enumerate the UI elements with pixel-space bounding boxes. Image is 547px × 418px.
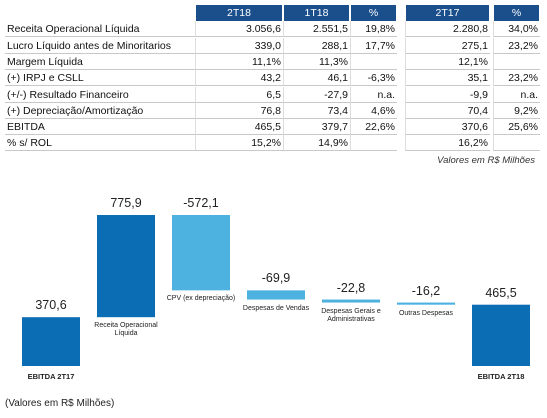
table-cell: -27,9 <box>283 86 350 103</box>
column-header: 1T18 <box>284 5 349 21</box>
category-label: CPV (ex depreciação) <box>166 295 236 303</box>
category-label: Outras Despesas <box>398 309 454 317</box>
table-cell: 11,3% <box>283 53 350 70</box>
value-label: -69,9 <box>261 271 291 286</box>
row-label: Lucro Líquido antes de Minoritarios <box>5 38 195 54</box>
category-label: Despesas Gerais e Administrativas <box>321 307 381 323</box>
category-label: Despesas de Vendas <box>242 304 310 312</box>
table-cell: 11,1% <box>195 53 283 70</box>
table-cell: 25,6% <box>493 119 540 136</box>
category-label: EBITDA 2T17 <box>27 372 75 381</box>
column-header: % <box>494 5 539 21</box>
table-cell <box>493 53 540 70</box>
table-cell: 15,2% <box>195 135 283 152</box>
row-label: (+/-) Resultado Financeiro <box>5 87 195 103</box>
category-label: EBITDA 2T18 <box>477 372 525 381</box>
table-cell: 23,2% <box>493 37 540 54</box>
table-cell: 17,7% <box>350 37 397 54</box>
value-label: 370,6 <box>35 298 67 313</box>
bar <box>22 317 80 366</box>
value-label: 465,5 <box>485 285 517 300</box>
column-header: 2T18 <box>196 5 282 21</box>
table-cell: 76,8 <box>195 102 283 119</box>
value-label: 775,9 <box>110 196 142 210</box>
table-cell: 9,2% <box>493 102 540 119</box>
value-label: -16,2 <box>411 283 441 298</box>
table-cell: 73,4 <box>283 102 350 119</box>
bar <box>472 304 530 366</box>
bar <box>397 302 455 305</box>
row-label: Margem Líquida <box>5 54 195 70</box>
table-cell: 6,5 <box>195 86 283 103</box>
table-cell: 70,4 <box>405 102 490 119</box>
table-cell: 288,1 <box>283 37 350 54</box>
table-cell: 12,1% <box>405 53 490 70</box>
row-label: (+) IRPJ e CSLL <box>5 70 195 87</box>
table-cell: 465,5 <box>195 119 283 136</box>
table-cell: 19,8% <box>350 21 397 38</box>
table-cell <box>493 135 540 152</box>
table-cell: -9,9 <box>405 86 490 103</box>
bar <box>97 215 155 318</box>
table-cell <box>350 135 397 152</box>
table-cell: 16,2% <box>405 135 490 152</box>
chart-note: (Valores em R$ Milhões) <box>5 398 115 409</box>
table-cell: 2.280,8 <box>405 21 490 38</box>
table-cell: 2.551,5 <box>283 21 350 38</box>
table-cell: 34,0% <box>493 21 540 38</box>
table-cell: 275,1 <box>405 37 490 54</box>
table-cell: n.a. <box>493 86 540 103</box>
value-label: -572,1 <box>183 196 219 210</box>
bar <box>247 290 305 300</box>
table-cell: 14,9% <box>283 135 350 152</box>
bar <box>172 215 230 291</box>
table-cell: n.a. <box>350 86 397 103</box>
table-cell: 4,6% <box>350 102 397 119</box>
table-cell: 23,2% <box>493 70 540 87</box>
row-label: Receita Operacional Líquida <box>5 21 195 38</box>
table-cell: 379,7 <box>283 119 350 136</box>
table-cell: 370,6 <box>405 119 490 136</box>
table-cell: -6,3% <box>350 70 397 87</box>
table-cell <box>350 53 397 70</box>
table-cell: 43,2 <box>195 70 283 87</box>
bar <box>322 299 380 303</box>
category-label: Receita Operacional Líquida <box>94 322 158 338</box>
row-label: % s/ ROL <box>5 135 195 152</box>
row-label: EBITDA <box>5 119 195 136</box>
table-cell: 22,6% <box>350 119 397 136</box>
row-label: (+) Depreciação/Amortização <box>5 103 195 119</box>
column-header: 2T17 <box>406 5 489 21</box>
table-cell: 339,0 <box>195 37 283 54</box>
table-cell: 3.056,6 <box>195 21 283 38</box>
column-header: % <box>351 5 396 21</box>
table-note: Valores em R$ Milhões <box>437 155 535 166</box>
table-cell: 46,1 <box>283 70 350 87</box>
value-label: -22,8 <box>336 280 366 295</box>
table-cell: 35,1 <box>405 70 490 87</box>
